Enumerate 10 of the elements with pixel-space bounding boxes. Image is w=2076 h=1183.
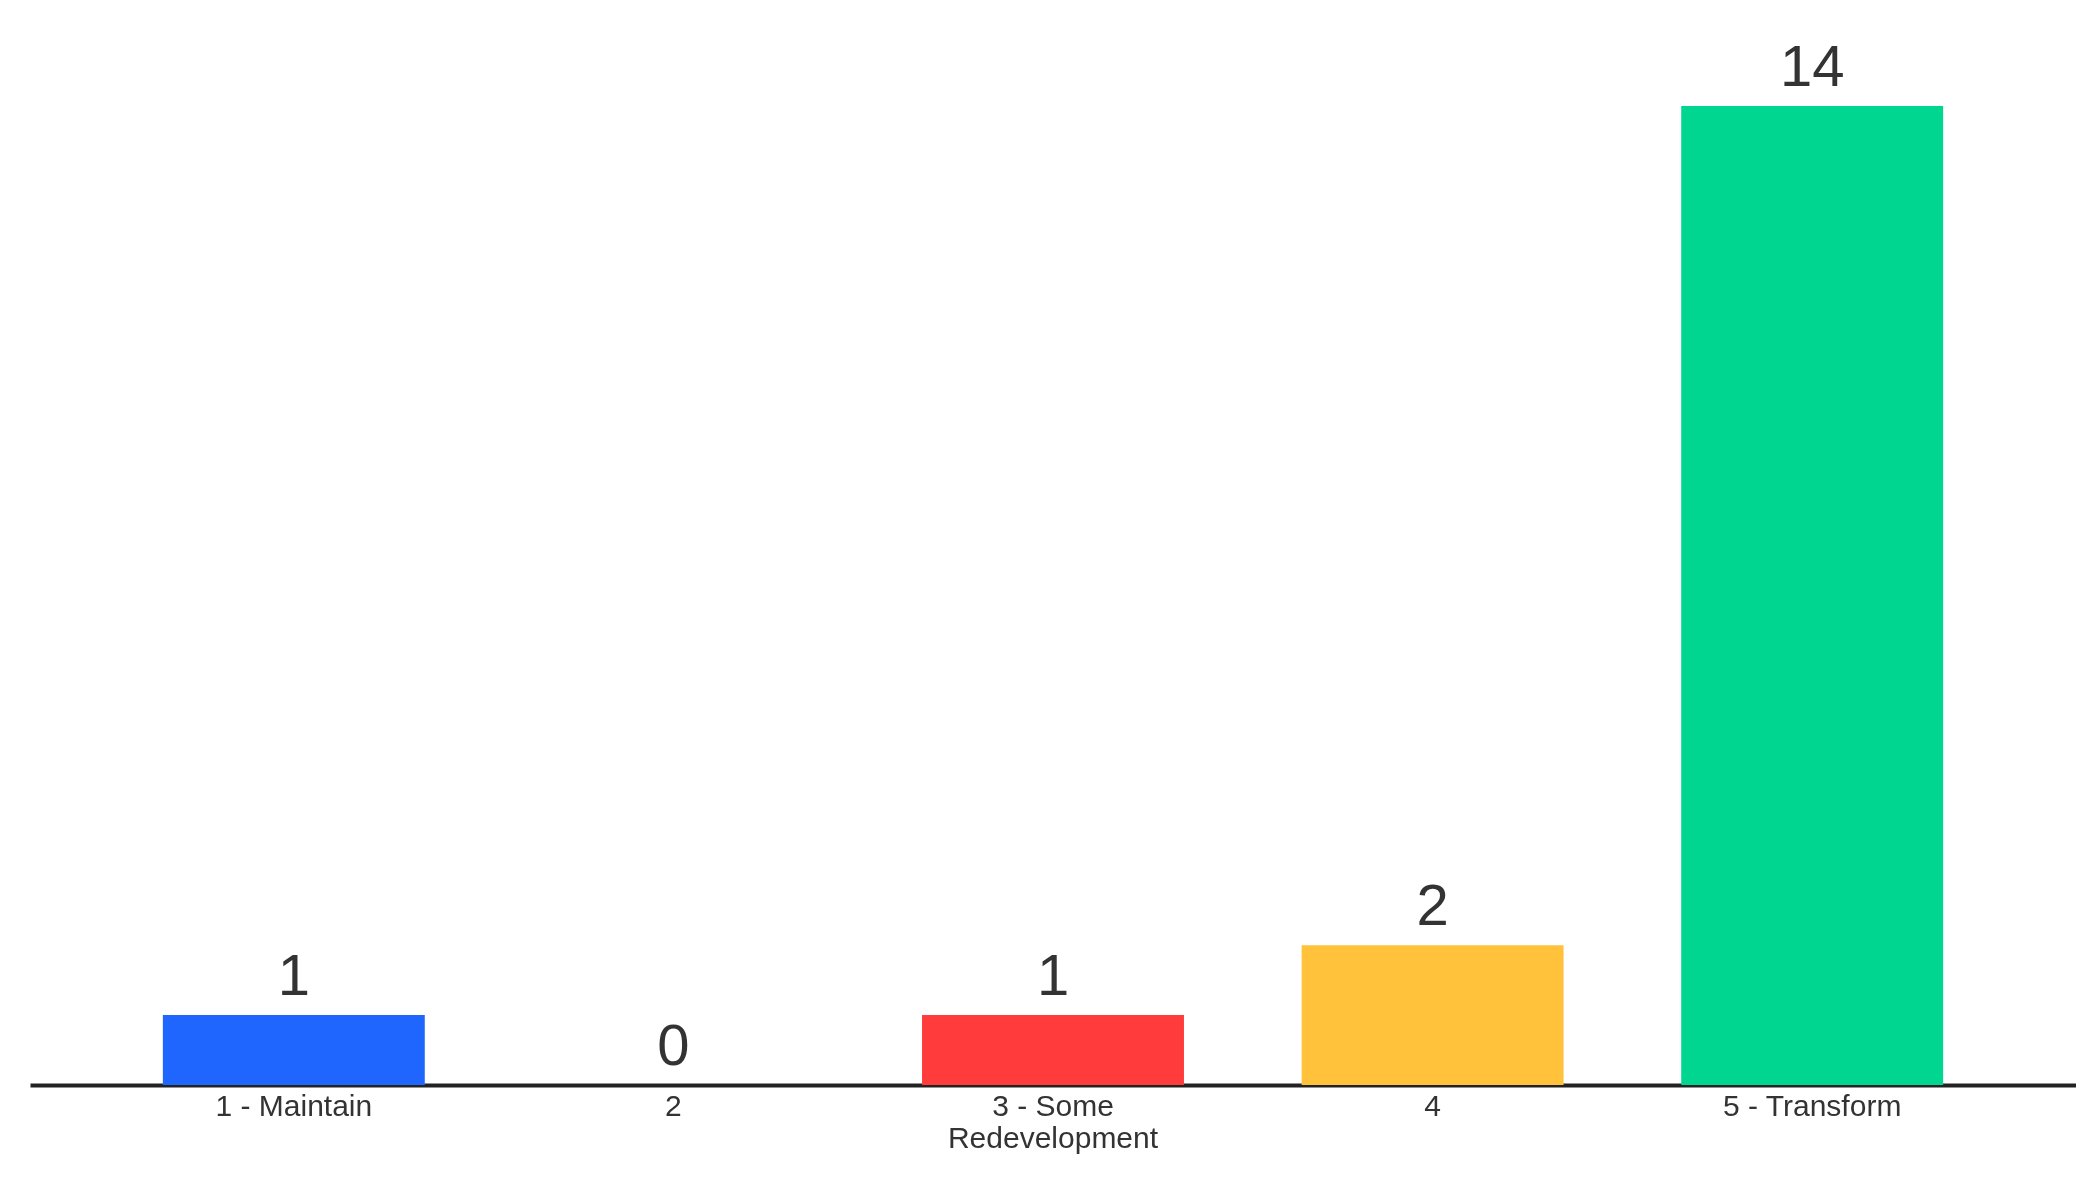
- data-label: 14: [1779, 33, 1845, 98]
- x-tick-label: 2: [665, 1088, 682, 1122]
- x-tick-label: 5 - Transform: [1723, 1088, 1902, 1122]
- data-label: 1: [277, 942, 310, 1008]
- data-label: 0: [657, 1012, 690, 1077]
- x-tick-label: 4: [1424, 1088, 1441, 1122]
- x-tick-label: 1 - Maintain: [215, 1088, 373, 1122]
- x-tick-label: 3 - Some Redevelopment: [947, 1088, 1159, 1154]
- data-label: 2: [1416, 872, 1449, 938]
- data-label: 1: [1036, 942, 1070, 1008]
